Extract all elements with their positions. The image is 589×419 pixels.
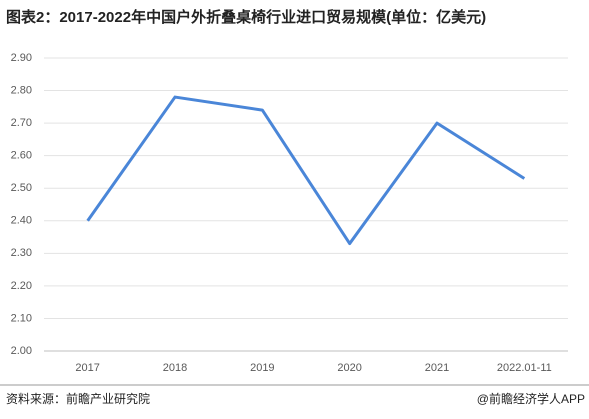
y-tick-label: 2.00 xyxy=(11,345,32,357)
x-tick-label: 2018 xyxy=(163,362,187,374)
y-tick-label: 2.80 xyxy=(11,84,32,96)
y-tick-label: 2.40 xyxy=(11,215,32,227)
x-tick-label: 2019 xyxy=(250,362,274,374)
x-tick-label: 2020 xyxy=(337,362,361,374)
x-tick-label: 2017 xyxy=(75,362,99,374)
line xyxy=(86,95,526,246)
y-tick-label: 2.60 xyxy=(11,150,32,162)
source: 资料来源：前瞻产业研究院 xyxy=(6,391,150,406)
x-tick-label: 2021 xyxy=(425,362,449,374)
y-tick-label: 2.30 xyxy=(11,247,32,259)
credit: @前瞻经济学人APP xyxy=(477,391,585,406)
y-tick-label: 2.70 xyxy=(11,117,32,129)
y-tick-label: 2.50 xyxy=(11,182,32,194)
chart-title: 图表2：2017-2022年中国户外折叠桌椅行业进口贸易规模(单位：亿美元) xyxy=(6,8,486,26)
y-tick-label: 2.90 xyxy=(11,52,32,64)
y-tick-label: 2.20 xyxy=(11,280,32,292)
x-tick-label: 2022.01-11 xyxy=(497,362,552,374)
y-tick-label: 2.10 xyxy=(11,312,32,324)
